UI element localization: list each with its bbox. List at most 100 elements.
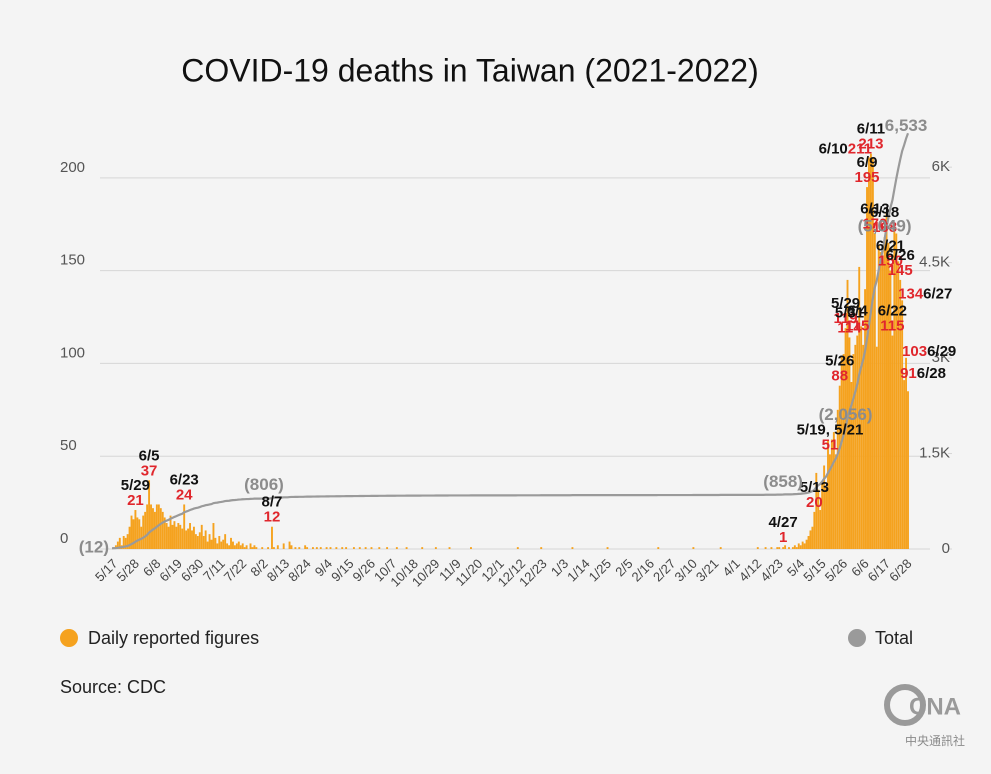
- bar: [298, 547, 301, 549]
- bar: [214, 537, 217, 549]
- bar: [899, 279, 902, 549]
- bar: [764, 547, 767, 549]
- bar: [202, 536, 205, 549]
- bar: [233, 545, 236, 549]
- bar: [842, 354, 845, 549]
- total-label: 6,533: [885, 116, 928, 135]
- logo: CNA 中央通訊社: [884, 684, 965, 748]
- point-label: 5/31: [835, 304, 864, 321]
- bar: [879, 252, 882, 549]
- bar: [885, 213, 888, 550]
- data-label: 103: [902, 343, 927, 360]
- bar: [319, 547, 322, 549]
- bar: [194, 534, 197, 549]
- bar: [251, 547, 254, 549]
- bar: [901, 300, 904, 549]
- bar: [232, 541, 234, 549]
- data-label: 91: [900, 365, 917, 382]
- bar: [881, 261, 884, 549]
- total-label: (806): [244, 475, 284, 494]
- bar: [358, 547, 361, 549]
- bar: [830, 439, 833, 549]
- data-label: 195: [855, 169, 880, 186]
- bar: [173, 521, 176, 549]
- bar: [134, 510, 137, 549]
- bar: [218, 536, 221, 549]
- bar: [230, 537, 232, 549]
- bar: [815, 472, 818, 549]
- bar: [895, 233, 898, 549]
- bar: [228, 545, 231, 549]
- bar: [243, 547, 246, 549]
- bar: [150, 504, 152, 549]
- bar: [871, 157, 874, 549]
- bar: [852, 354, 855, 549]
- bar: [245, 545, 248, 549]
- logo-subtext: 中央通訊社: [905, 733, 965, 748]
- data-label: 51: [822, 436, 839, 453]
- point-label: 6/28: [917, 365, 946, 382]
- data-label: 12: [264, 509, 281, 526]
- y2-tick-label: 3K: [932, 349, 950, 366]
- bar: [116, 541, 119, 549]
- bar: [144, 511, 147, 549]
- bar: [858, 266, 861, 549]
- bar: [118, 537, 121, 549]
- source: Source: CDC: [60, 677, 166, 697]
- bar: [795, 547, 798, 549]
- point-label: 6/29: [927, 343, 956, 360]
- bar: [157, 504, 160, 549]
- data-label: 115: [880, 318, 904, 335]
- bar: [848, 337, 851, 549]
- bar: [124, 537, 127, 549]
- bar: [325, 547, 328, 549]
- y2-tick-label: 1.5K: [919, 445, 950, 462]
- data-label: 150: [878, 253, 903, 270]
- bar: [192, 526, 195, 549]
- bar: [782, 547, 785, 549]
- bar: [862, 344, 865, 549]
- data-label: 211: [848, 140, 872, 157]
- y2-tick-label: 4.5K: [919, 254, 950, 271]
- bar: [241, 543, 244, 549]
- bar: [834, 454, 837, 549]
- lines: [111, 132, 910, 550]
- bar: [224, 534, 227, 549]
- bar: [873, 233, 876, 549]
- bar: [352, 547, 355, 549]
- bar: [183, 504, 186, 549]
- bar: [889, 270, 892, 549]
- bar: [756, 547, 759, 549]
- bar: [189, 523, 191, 549]
- bar: [329, 547, 332, 549]
- bar: [198, 532, 201, 549]
- bar: [312, 547, 314, 549]
- data-label: 24: [176, 486, 193, 503]
- logo-text: CNA: [909, 693, 961, 720]
- legend-swatch: [848, 629, 866, 647]
- bar: [807, 536, 810, 549]
- bar: [161, 511, 164, 549]
- bar: [829, 454, 831, 549]
- bar: [165, 523, 168, 549]
- bar: [196, 536, 199, 549]
- bar: [171, 524, 174, 549]
- bar: [836, 409, 839, 549]
- y2-tick-label: 0: [942, 540, 950, 557]
- bar: [138, 519, 141, 549]
- y-tick-label: 200: [60, 159, 85, 176]
- bar: [891, 335, 894, 549]
- bar: [136, 517, 139, 549]
- data-label: 145: [888, 262, 913, 279]
- bar: [860, 326, 863, 549]
- point-label: 6/27: [923, 285, 952, 302]
- bar: [253, 545, 256, 549]
- bar: [177, 523, 180, 549]
- bar: [827, 439, 829, 549]
- data-label: 115: [845, 318, 869, 335]
- bar: [216, 543, 219, 549]
- bar: [832, 432, 835, 549]
- y2-tick-label: 6K: [932, 158, 950, 175]
- bar: [378, 547, 381, 549]
